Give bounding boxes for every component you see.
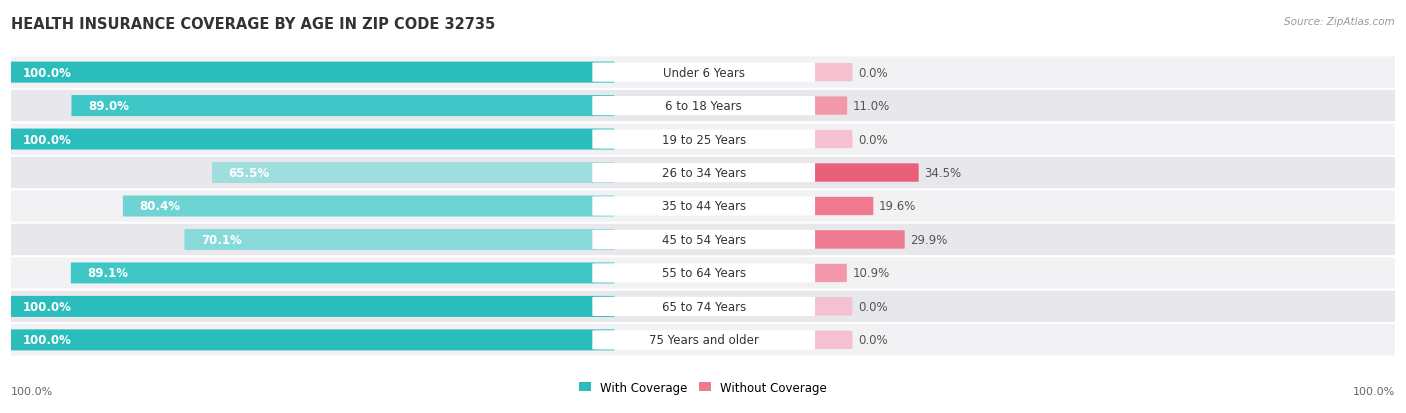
Text: 65 to 74 Years: 65 to 74 Years — [662, 300, 745, 313]
Text: 0.0%: 0.0% — [858, 334, 887, 347]
FancyBboxPatch shape — [592, 97, 815, 116]
FancyBboxPatch shape — [592, 164, 815, 183]
FancyBboxPatch shape — [803, 64, 852, 82]
Text: 26 to 34 Years: 26 to 34 Years — [662, 166, 745, 180]
FancyBboxPatch shape — [7, 91, 1399, 122]
FancyBboxPatch shape — [212, 163, 614, 184]
FancyBboxPatch shape — [72, 96, 614, 117]
FancyBboxPatch shape — [592, 63, 815, 83]
FancyBboxPatch shape — [7, 57, 1399, 88]
Text: 100.0%: 100.0% — [11, 387, 53, 396]
Text: 89.1%: 89.1% — [87, 267, 128, 280]
Text: 45 to 54 Years: 45 to 54 Years — [662, 233, 745, 247]
FancyBboxPatch shape — [592, 263, 815, 283]
Text: 35 to 44 Years: 35 to 44 Years — [662, 200, 745, 213]
FancyBboxPatch shape — [6, 330, 614, 351]
Text: 0.0%: 0.0% — [858, 133, 887, 146]
FancyBboxPatch shape — [803, 131, 852, 149]
FancyBboxPatch shape — [803, 97, 848, 116]
Text: 75 Years and older: 75 Years and older — [648, 334, 759, 347]
FancyBboxPatch shape — [803, 231, 904, 249]
Text: Under 6 Years: Under 6 Years — [662, 66, 745, 79]
FancyBboxPatch shape — [7, 157, 1399, 189]
FancyBboxPatch shape — [803, 164, 918, 182]
Text: 0.0%: 0.0% — [858, 300, 887, 313]
FancyBboxPatch shape — [7, 291, 1399, 322]
FancyBboxPatch shape — [7, 325, 1399, 356]
FancyBboxPatch shape — [7, 124, 1399, 155]
Text: 100.0%: 100.0% — [22, 334, 72, 347]
Text: 100.0%: 100.0% — [22, 300, 72, 313]
FancyBboxPatch shape — [6, 62, 614, 83]
Text: 10.9%: 10.9% — [852, 267, 890, 280]
Text: 70.1%: 70.1% — [201, 233, 242, 247]
FancyBboxPatch shape — [803, 331, 852, 349]
FancyBboxPatch shape — [592, 130, 815, 150]
Text: 80.4%: 80.4% — [139, 200, 180, 213]
Text: 6 to 18 Years: 6 to 18 Years — [665, 100, 742, 113]
Text: 19 to 25 Years: 19 to 25 Years — [662, 133, 745, 146]
Text: 100.0%: 100.0% — [1353, 387, 1395, 396]
FancyBboxPatch shape — [592, 230, 815, 249]
Text: HEALTH INSURANCE COVERAGE BY AGE IN ZIP CODE 32735: HEALTH INSURANCE COVERAGE BY AGE IN ZIP … — [11, 17, 495, 31]
FancyBboxPatch shape — [592, 330, 815, 350]
Text: 19.6%: 19.6% — [879, 200, 917, 213]
FancyBboxPatch shape — [7, 191, 1399, 222]
FancyBboxPatch shape — [803, 197, 873, 216]
Text: 0.0%: 0.0% — [858, 66, 887, 79]
Text: 11.0%: 11.0% — [852, 100, 890, 113]
Text: Source: ZipAtlas.com: Source: ZipAtlas.com — [1284, 17, 1395, 26]
Text: 34.5%: 34.5% — [924, 166, 962, 180]
FancyBboxPatch shape — [70, 263, 614, 284]
FancyBboxPatch shape — [803, 297, 852, 316]
FancyBboxPatch shape — [6, 129, 614, 150]
Text: 55 to 64 Years: 55 to 64 Years — [662, 267, 745, 280]
Text: 65.5%: 65.5% — [229, 166, 270, 180]
FancyBboxPatch shape — [184, 229, 614, 250]
Text: 100.0%: 100.0% — [22, 133, 72, 146]
FancyBboxPatch shape — [592, 297, 815, 316]
Text: 89.0%: 89.0% — [89, 100, 129, 113]
Legend: With Coverage, Without Coverage: With Coverage, Without Coverage — [574, 376, 832, 399]
FancyBboxPatch shape — [122, 196, 614, 217]
FancyBboxPatch shape — [7, 258, 1399, 289]
FancyBboxPatch shape — [7, 224, 1399, 256]
Text: 100.0%: 100.0% — [22, 66, 72, 79]
Text: 29.9%: 29.9% — [910, 233, 948, 247]
FancyBboxPatch shape — [6, 296, 614, 317]
FancyBboxPatch shape — [592, 197, 815, 216]
FancyBboxPatch shape — [803, 264, 846, 282]
